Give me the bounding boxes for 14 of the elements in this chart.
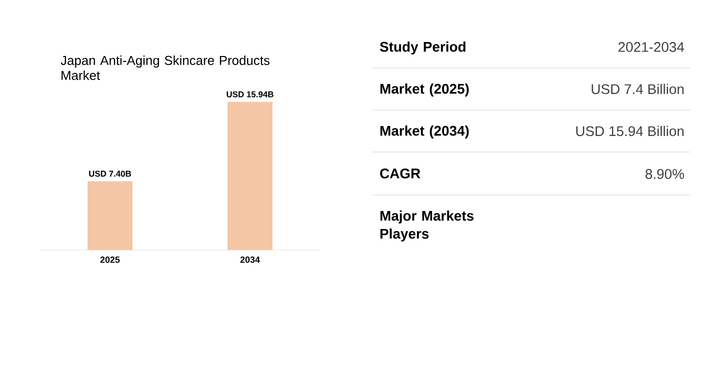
data-label: USD 7.40B bbox=[89, 170, 132, 177]
x-tick-label: 2034 bbox=[240, 256, 260, 263]
x-tick-label: 2025 bbox=[100, 256, 120, 263]
category-label: Study Period bbox=[380, 42, 466, 55]
text: USD 7.4 Billion bbox=[592, 84, 684, 94]
text: USD 15.94 Billion bbox=[576, 126, 684, 136]
text: 8.90% bbox=[646, 169, 684, 179]
data-label: USD 15.94B bbox=[226, 91, 274, 98]
category-label: CAGR bbox=[380, 168, 420, 178]
chart-title: Japan Anti-Aging Skincare Products Market bbox=[60, 56, 270, 80]
category-label: Major Markets Players bbox=[380, 210, 474, 242]
category-label: Market (2034) bbox=[380, 126, 469, 139]
category-label: Market (2025) bbox=[380, 84, 469, 97]
text: 2021-2034 bbox=[618, 42, 684, 52]
